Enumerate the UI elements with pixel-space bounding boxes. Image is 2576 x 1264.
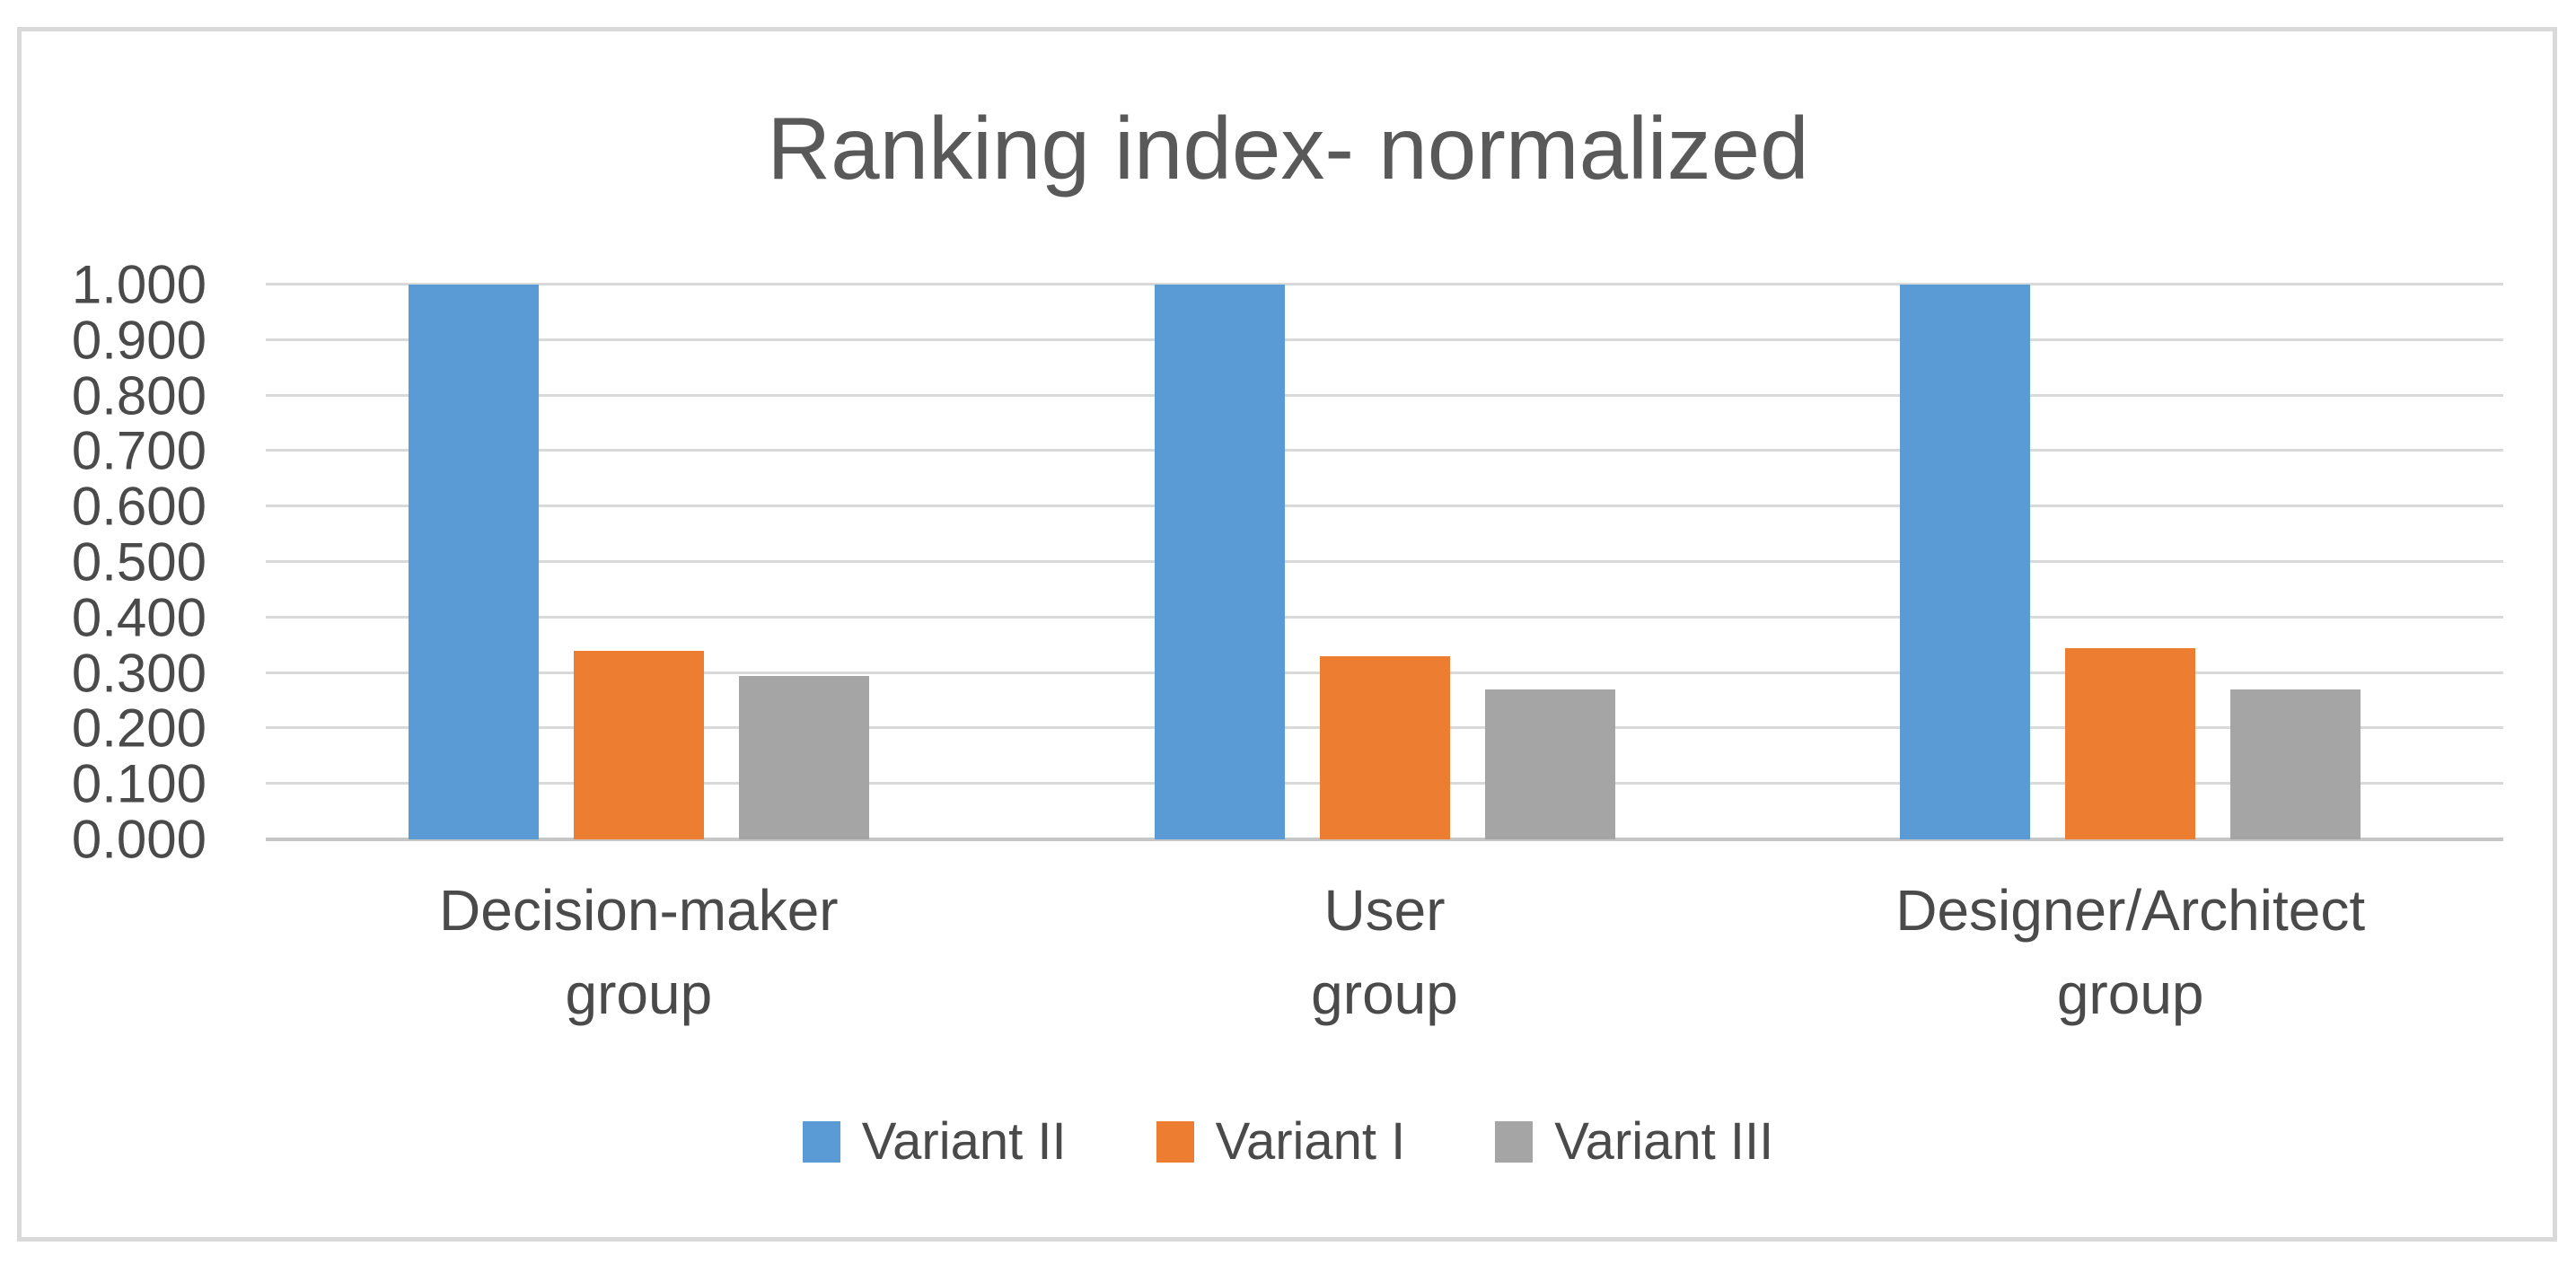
bar-variant-i (573, 650, 704, 839)
y-tick-label: 0.500 (71, 531, 207, 592)
y-tick-label: 0.100 (71, 753, 207, 814)
legend-swatch-icon (1156, 1120, 1194, 1163)
gridline (266, 393, 2503, 397)
gridline (266, 615, 2503, 619)
x-category-label: User group (1043, 869, 1726, 1036)
legend-label: Variant III (1554, 1112, 1774, 1171)
x-category-label-line: Decision-maker (439, 878, 839, 943)
bar-variant-ii (1900, 285, 2031, 839)
y-tick-label: 0.400 (71, 587, 207, 648)
y-tick-label: 0.900 (71, 310, 207, 371)
legend: Variant II Variant I Variant III (0, 1111, 2576, 1172)
bar-variant-iii (738, 675, 869, 839)
x-category-label: Decision-maker group (297, 869, 980, 1036)
y-tick-label: 0.000 (71, 809, 207, 870)
bar-variant-ii (408, 285, 539, 839)
legend-item-variant-i: Variant I (1156, 1111, 1406, 1172)
x-category-label-line: User (1323, 878, 1446, 943)
gridline (266, 338, 2503, 341)
x-category-label-line: group (1311, 961, 1458, 1026)
bar-variant-ii (1154, 285, 1285, 839)
y-tick-label: 0.300 (71, 643, 207, 704)
y-tick-label: 0.200 (71, 698, 207, 759)
legend-swatch-icon (802, 1120, 840, 1163)
chart-title: Ranking index- normalized (767, 99, 1809, 198)
y-tick-label: 0.600 (71, 476, 207, 537)
gridline (266, 505, 2503, 508)
legend-item-variant-ii: Variant II (802, 1111, 1067, 1172)
bar-variant-iii (1484, 689, 1615, 839)
legend-item-variant-iii: Variant III (1495, 1111, 1773, 1172)
y-tick-label: 0.700 (71, 420, 207, 481)
bar-variant-iii (2230, 689, 2361, 839)
bar-variant-i (2065, 647, 2196, 839)
gridline (266, 560, 2503, 563)
x-category-label-line: Designer/Architect (1895, 878, 2366, 943)
plot-area (266, 283, 2503, 841)
legend-swatch-icon (1495, 1120, 1534, 1163)
y-tick-label: 0.800 (71, 365, 207, 426)
legend-label: Variant I (1215, 1112, 1406, 1171)
legend-label: Variant II (861, 1112, 1067, 1171)
gridline (266, 449, 2503, 452)
bar-variant-i (1319, 656, 1450, 839)
gridline (266, 283, 2503, 285)
x-axis-line (266, 838, 2503, 841)
x-category-label: Designer/Architect group (1789, 869, 2472, 1036)
y-tick-label: 1.000 (71, 254, 207, 315)
x-category-label-line: group (2056, 961, 2204, 1026)
x-category-label-line: group (565, 961, 713, 1026)
